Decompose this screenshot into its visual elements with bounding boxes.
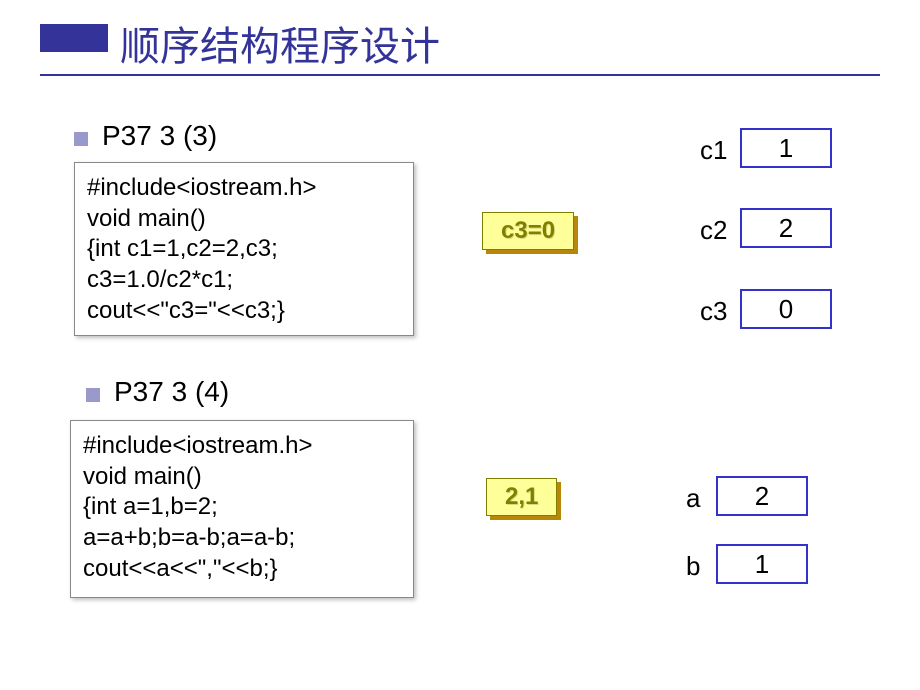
bullet-icon — [86, 388, 100, 402]
code-line: a=a+b;b=a-b;a=a-b; — [83, 523, 401, 554]
code-line: c3=1.0/c2*c1; — [87, 265, 401, 296]
page-title: 顺序结构程序设计 — [120, 14, 440, 72]
output-badge-2: 2,1 — [486, 478, 557, 516]
bullet-icon — [74, 132, 88, 146]
var-box-c3: 0 — [740, 289, 832, 329]
output-badge-1: c3=0 — [482, 212, 574, 250]
code-block-1: #include<iostream.h> void main() {int c1… — [74, 162, 414, 336]
code-block-2: #include<iostream.h> void main() {int a=… — [70, 420, 414, 598]
var-box-a: 2 — [716, 476, 808, 516]
var-label-a: a — [686, 483, 700, 514]
title-accent-bar — [40, 24, 108, 52]
code-line: cout<<a<<","<<b;} — [83, 554, 401, 585]
var-box-c1: 1 — [740, 128, 832, 168]
var-label-c3: c3 — [700, 296, 727, 327]
var-box-b: 1 — [716, 544, 808, 584]
title-underline — [40, 74, 880, 76]
code-line: {int a=1,b=2; — [83, 492, 401, 523]
var-label-c1: c1 — [700, 135, 727, 166]
var-label-c2: c2 — [700, 215, 727, 246]
section-heading-1: P37 3 (3) — [102, 120, 217, 152]
code-line: #include<iostream.h> — [87, 173, 401, 204]
var-box-c2: 2 — [740, 208, 832, 248]
code-line: void main() — [83, 462, 401, 493]
code-line: #include<iostream.h> — [83, 431, 401, 462]
var-label-b: b — [686, 551, 700, 582]
code-line: cout<<"c3="<<c3;} — [87, 296, 401, 327]
code-line: {int c1=1,c2=2,c3; — [87, 234, 401, 265]
section-heading-2: P37 3 (4) — [114, 376, 229, 408]
code-line: void main() — [87, 204, 401, 235]
